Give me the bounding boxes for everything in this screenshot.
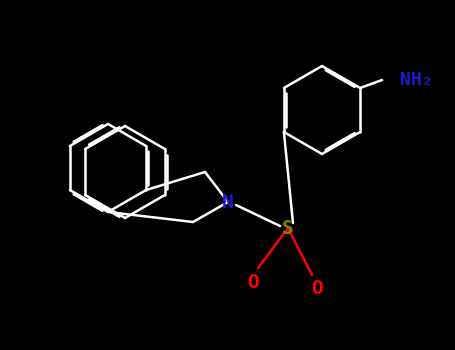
Text: NH₂: NH₂: [400, 71, 433, 89]
Text: O: O: [311, 280, 323, 299]
Text: N: N: [222, 193, 234, 211]
Text: O: O: [247, 273, 259, 292]
Text: S: S: [282, 218, 294, 238]
